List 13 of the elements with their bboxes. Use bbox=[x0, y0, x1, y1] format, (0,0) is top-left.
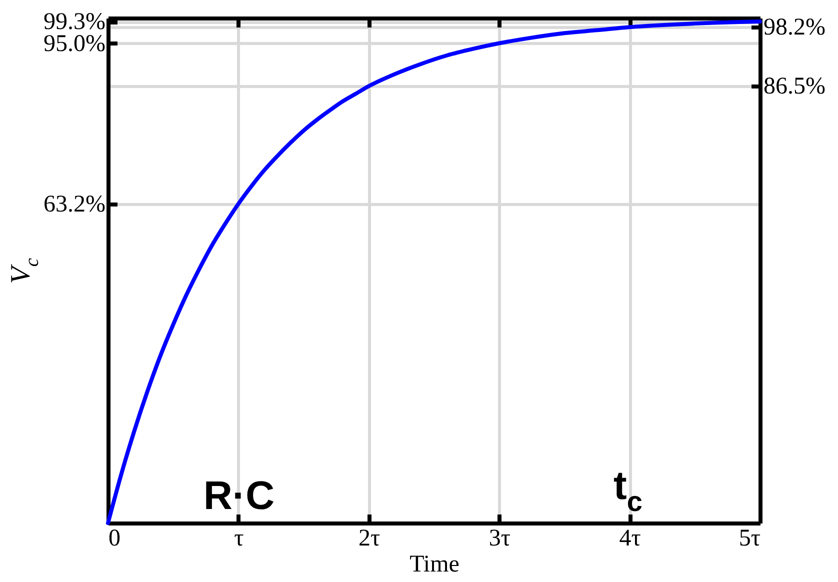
annotation: R·C bbox=[203, 474, 275, 518]
x-tick-label: 2τ bbox=[358, 526, 380, 552]
annotation: t$_{c}$ bbox=[614, 464, 642, 517]
x-axis-title: Time bbox=[410, 552, 460, 578]
x-tick-label: 0 bbox=[108, 526, 120, 552]
line-series bbox=[106, 20, 762, 525]
y-tick-label: 63.2% bbox=[44, 191, 106, 218]
x-tick-label: 3τ bbox=[488, 526, 511, 552]
x-tick-label: τ bbox=[234, 526, 244, 552]
x-tick-label: 4τ bbox=[619, 526, 642, 552]
x-tick-label: 5τ bbox=[738, 526, 761, 552]
y2-tick-label: 86.5% bbox=[764, 74, 826, 100]
y2-tick-label: 98.2% bbox=[764, 14, 826, 41]
